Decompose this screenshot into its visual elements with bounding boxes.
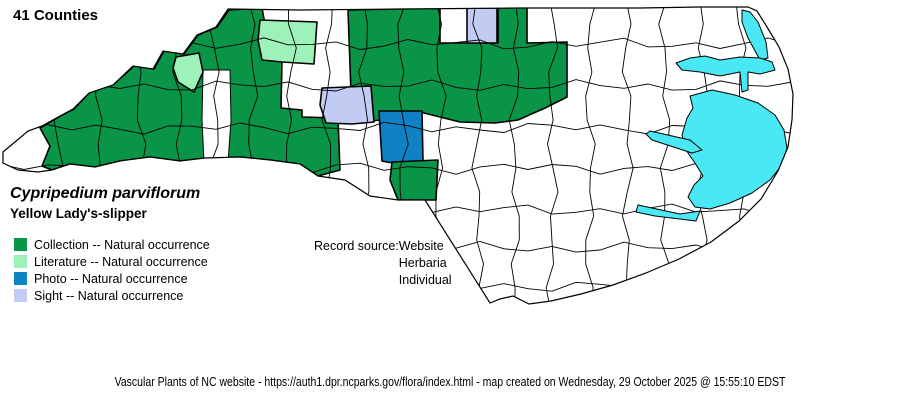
literature-color-swatch bbox=[14, 255, 27, 268]
record-source-value: Herbaria bbox=[398, 256, 447, 270]
legend-label: Sight -- Natural occurrence bbox=[34, 288, 184, 303]
county-region-literature-county-large bbox=[257, 19, 318, 65]
map-legend: Collection -- Natural occurrence Literat… bbox=[14, 236, 210, 304]
county-region-collection-county-south bbox=[389, 159, 439, 201]
state-outline bbox=[2, 6, 794, 305]
legend-item-collection: Collection -- Natural occurrence bbox=[14, 236, 210, 253]
page-title: 41 Counties bbox=[13, 7, 99, 24]
legend-item-literature: Literature -- Natural occurrence bbox=[14, 253, 210, 270]
legend-label: Collection -- Natural occurrence bbox=[34, 237, 210, 252]
record-source-values: Website Herbaria Individual bbox=[399, 238, 452, 289]
legend-label: Literature -- Natural occurrence bbox=[34, 254, 208, 269]
legend-item-photo: Photo -- Natural occurrence bbox=[14, 270, 210, 287]
water-pamlico-river bbox=[645, 130, 703, 154]
record-source-block: Record source: Website Herbaria Individu… bbox=[314, 238, 452, 289]
record-source-value: Website bbox=[398, 239, 444, 253]
legend-label: Photo -- Natural occurrence bbox=[34, 271, 188, 286]
county-region-sight-county-north bbox=[466, 7, 498, 44]
species-scientific-name: Cypripedium parviflorum bbox=[10, 185, 201, 202]
water-neuse-river bbox=[635, 204, 701, 222]
map-footer-credit: Vascular Plants of NC website - https://… bbox=[114, 375, 786, 389]
species-common-name: Yellow Lady's-slipper bbox=[10, 206, 147, 221]
record-source-label: Record source: bbox=[314, 239, 399, 253]
water-albemarle-sound bbox=[675, 55, 776, 93]
legend-item-sight: Sight -- Natural occurrence bbox=[14, 287, 210, 304]
species-block: Cypripedium parviflorum Yellow Lady's-sl… bbox=[10, 184, 200, 222]
record-source-value: Individual bbox=[398, 273, 452, 287]
collection-color-swatch bbox=[14, 238, 27, 251]
sight-color-swatch bbox=[14, 289, 27, 302]
photo-color-swatch bbox=[14, 272, 27, 285]
county-region-photo-county-central bbox=[378, 110, 424, 165]
water-currituck-sound bbox=[741, 9, 769, 61]
county-region-sight-county-central bbox=[319, 85, 375, 125]
